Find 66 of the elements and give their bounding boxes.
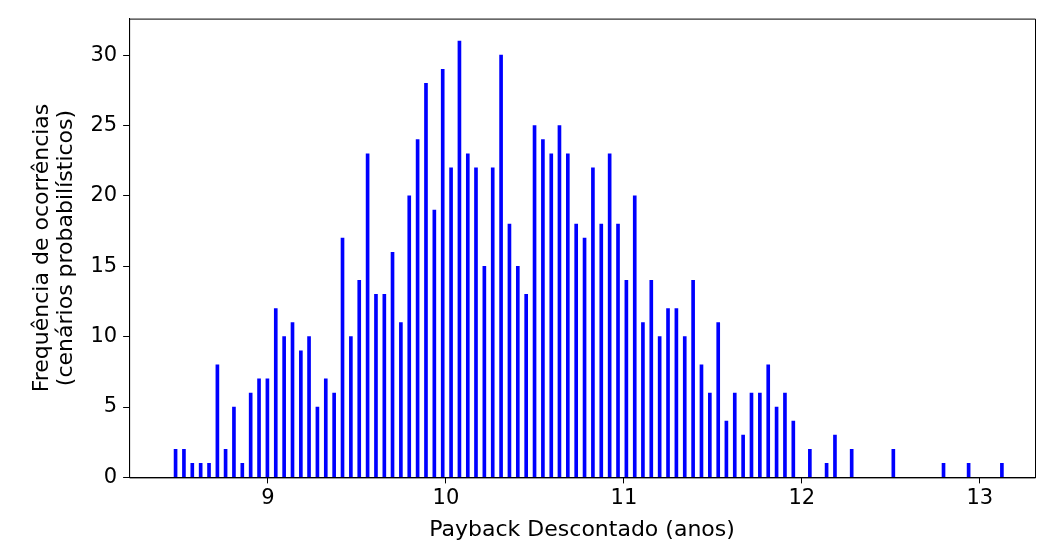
bar [349, 336, 353, 478]
bar [474, 167, 478, 478]
bar [691, 280, 695, 478]
bar [465, 153, 470, 478]
bar [808, 448, 812, 478]
bar [182, 448, 186, 478]
x-tick-label: 9 [261, 485, 275, 510]
bar [524, 294, 529, 478]
y-tick-label: 10 [90, 323, 118, 348]
bar [323, 378, 328, 478]
y-tick-label: 20 [90, 182, 118, 207]
bar [332, 392, 336, 478]
bar [682, 336, 687, 478]
bar [758, 392, 762, 478]
bar [232, 406, 236, 478]
bar [708, 392, 712, 478]
bar [207, 463, 211, 478]
bar [357, 280, 362, 478]
bar [515, 265, 520, 478]
bar [248, 392, 253, 478]
y-tick-label: 30 [90, 41, 118, 66]
bar [616, 223, 620, 478]
bar [424, 83, 428, 478]
bar [407, 195, 412, 478]
bar [190, 463, 195, 478]
bar [849, 448, 854, 478]
bar [299, 350, 303, 478]
bar [374, 294, 378, 478]
y-axis-title: Frequência de ocorrências (cenários probabilísticos) [27, 103, 78, 393]
bar [1000, 463, 1004, 478]
bar [599, 223, 604, 478]
bar [449, 167, 453, 478]
bar [565, 153, 570, 478]
bar [440, 68, 445, 478]
x-axis-title: Payback Descontado (anos) [429, 515, 735, 541]
bar [591, 167, 595, 478]
bar [833, 434, 837, 478]
bar [399, 322, 403, 478]
y-tick-label: 5 [103, 393, 118, 418]
bar [791, 420, 796, 478]
bar [574, 223, 579, 478]
bar [499, 54, 503, 478]
bar [282, 336, 286, 478]
bar [641, 322, 645, 478]
bar [307, 336, 311, 478]
x-tick-label: 11 [610, 485, 638, 510]
y-tick-label: 0 [103, 463, 118, 488]
bar [716, 322, 721, 478]
bar [257, 378, 261, 478]
bar [766, 364, 771, 478]
bar [273, 308, 278, 478]
x-tick-label: 12 [788, 485, 816, 510]
x-tick-label: 13 [966, 485, 994, 510]
bar [490, 167, 495, 478]
bar [649, 280, 654, 478]
y-tick-label: 15 [90, 252, 118, 277]
y-tick-label: 25 [90, 112, 118, 137]
bar [541, 139, 545, 478]
bar [741, 434, 745, 478]
bar [783, 392, 787, 478]
bar [240, 463, 245, 478]
bar [632, 195, 637, 478]
x-tick-label: 10 [432, 485, 460, 510]
bar [732, 392, 737, 478]
bar [549, 153, 554, 478]
bar [666, 308, 670, 478]
